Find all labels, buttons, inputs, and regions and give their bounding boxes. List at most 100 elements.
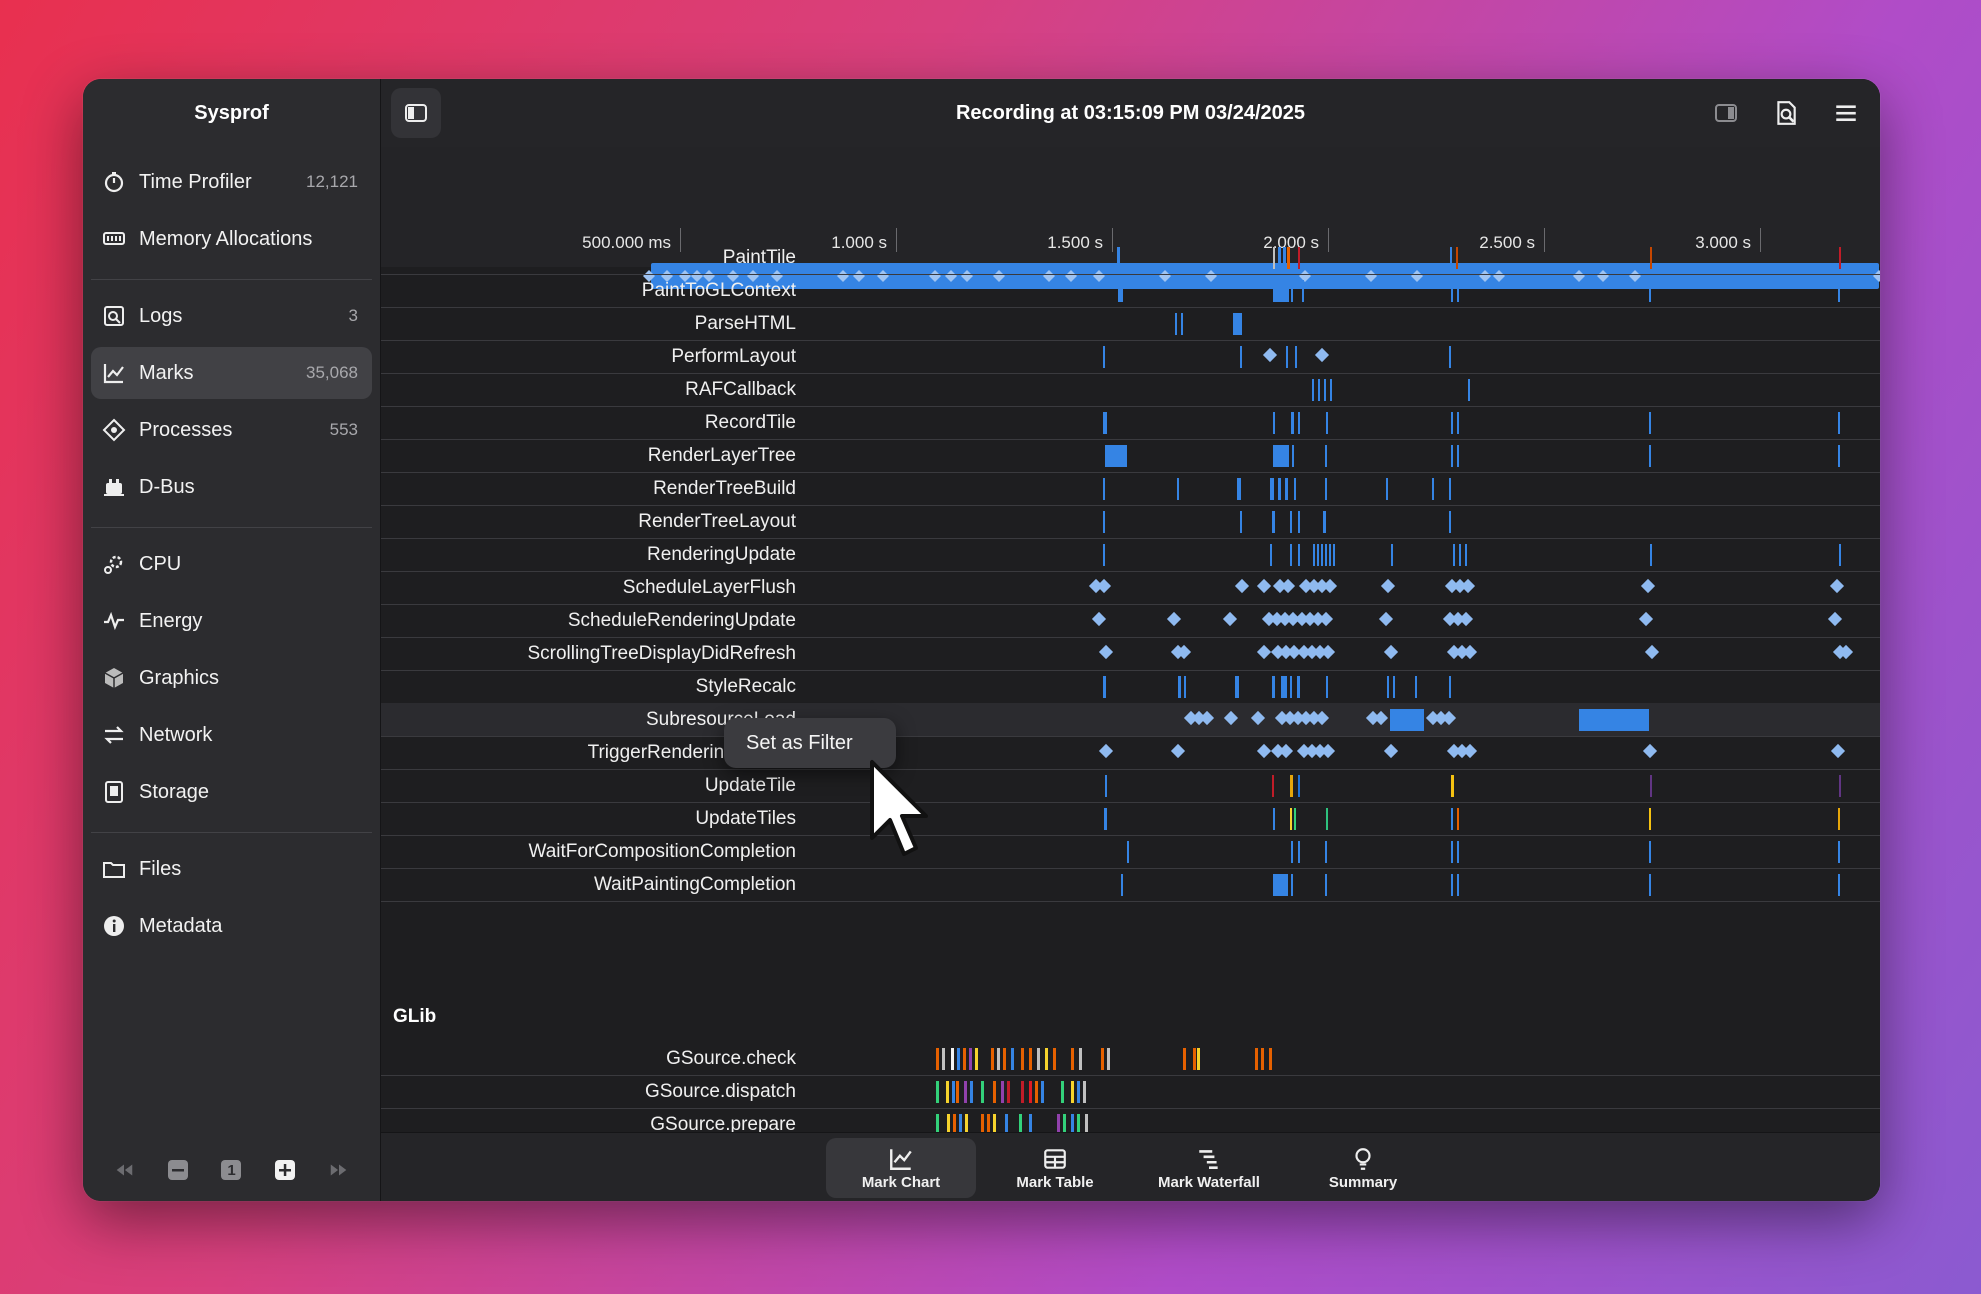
- tab-mark-table[interactable]: Mark Table: [980, 1138, 1130, 1198]
- sidebar-item-time-profiler[interactable]: Time Profiler 12,121: [91, 156, 372, 208]
- sidebar-separator: [91, 832, 372, 833]
- sidebar-item-logs[interactable]: Logs 3: [91, 290, 372, 342]
- sidebar-item-graphics[interactable]: Graphics: [91, 652, 372, 704]
- mark-row-painttoglcontext[interactable]: PaintToGLContext: [381, 274, 1880, 308]
- time-ruler[interactable]: 500.000 ms 1.000 s 1.500 s 2.000 s 2.500…: [381, 147, 1880, 289]
- mark-diamond: [1644, 644, 1660, 660]
- stopwatch-icon: [101, 169, 127, 195]
- mark-row-gsource-dispatch[interactable]: GSource.dispatch: [381, 1075, 1880, 1109]
- sidebar-item-processes[interactable]: Processes 553: [91, 404, 372, 456]
- mark-span: [1269, 1048, 1272, 1070]
- mark-row-subresourceload[interactable]: SubresourceLoad: [381, 703, 1880, 737]
- mark-span: [1103, 544, 1105, 566]
- seek-forward-icon[interactable]: [325, 1156, 353, 1184]
- mark-row-rafcallback[interactable]: RAFCallback: [381, 373, 1880, 407]
- set-as-filter-menu-item[interactable]: Set as Filter: [746, 731, 853, 754]
- sidebar-item-energy[interactable]: Energy: [91, 595, 372, 647]
- mark-span: [963, 1048, 966, 1070]
- mark-row-triggerrenderingupdate[interactable]: TriggerRenderingUpdate: [381, 736, 1880, 770]
- mark-span: [1838, 445, 1840, 467]
- mark-span: [1083, 1081, 1086, 1103]
- mark-row-renderlayertree[interactable]: RenderLayerTree: [381, 439, 1880, 473]
- mark-span: [1839, 247, 1841, 269]
- toggle-sidebar-button[interactable]: [391, 88, 441, 138]
- sidebar-item-metadata[interactable]: Metadata: [91, 900, 372, 952]
- mark-span: [1183, 1048, 1186, 1070]
- mark-row-rendertreebuild[interactable]: RenderTreeBuild: [381, 472, 1880, 506]
- mark-row-stylerecalc[interactable]: StyleRecalc: [381, 670, 1880, 704]
- tab-label: Mark Table: [1016, 1173, 1094, 1191]
- mark-span: [965, 1114, 968, 1136]
- mark-diamond: [1642, 743, 1658, 759]
- mark-row-renderingupdate[interactable]: RenderingUpdate: [381, 538, 1880, 572]
- mark-diamond: [1098, 743, 1114, 759]
- mark-span: [1001, 1081, 1004, 1103]
- mark-row-parsehtml[interactable]: ParseHTML: [381, 307, 1880, 341]
- mark-row-label: RenderTreeLayout: [638, 511, 796, 532]
- ruler-tick-label: 500.000 ms: [582, 233, 671, 252]
- mark-row-scrollingtreedisplaydidrefresh[interactable]: ScrollingTreeDisplayDidRefresh: [381, 637, 1880, 671]
- mark-span: [1290, 676, 1292, 698]
- mark-span: [1037, 1048, 1040, 1070]
- mark-span: [1085, 1114, 1088, 1136]
- mark-diamond: [1250, 710, 1266, 726]
- mark-span: [1103, 676, 1106, 698]
- mark-span: [1057, 1114, 1060, 1136]
- mark-span: [1117, 247, 1120, 269]
- mark-span: [1650, 544, 1652, 566]
- right-panel-toggle-button[interactable]: [1701, 88, 1751, 138]
- mark-span: [1298, 412, 1300, 434]
- mark-span: [1468, 379, 1470, 401]
- mark-span: [1391, 544, 1393, 566]
- mark-row-label: RecordTile: [704, 412, 796, 433]
- mark-span: [1297, 676, 1300, 698]
- sidebar-item-memory-allocations[interactable]: Memory Allocations: [91, 213, 372, 265]
- mark-row-painttile[interactable]: PaintTile: [381, 241, 1880, 275]
- mark-row-schedulerenderingupdate[interactable]: ScheduleRenderingUpdate: [381, 604, 1880, 638]
- tab-mark-waterfall[interactable]: Mark Waterfall: [1134, 1138, 1284, 1198]
- mark-span: [1449, 676, 1451, 698]
- mark-row-gsource-check[interactable]: GSource.check: [381, 1042, 1880, 1076]
- mark-span: [1321, 544, 1323, 566]
- mark-row-schedulelayerflush[interactable]: ScheduleLayerFlush: [381, 571, 1880, 605]
- tab-label: Mark Waterfall: [1158, 1173, 1260, 1191]
- seek-back-icon[interactable]: [110, 1156, 138, 1184]
- mark-span: [1029, 1114, 1032, 1136]
- mark-row-rendertreelayout[interactable]: RenderTreeLayout: [381, 505, 1880, 539]
- mark-span: [1457, 841, 1459, 863]
- mark-span: [1291, 874, 1293, 896]
- view-switcher: Mark Chart Mark Table Mark Waterfall Sum…: [381, 1132, 1880, 1201]
- sidebar-item-cpu[interactable]: CPU: [91, 538, 372, 590]
- sidebar-title: Sysprof: [194, 101, 269, 124]
- mark-row-updatetile[interactable]: UpdateTile: [381, 769, 1880, 803]
- mark-row-performlayout[interactable]: PerformLayout: [381, 340, 1880, 374]
- mark-diamond: [1234, 578, 1250, 594]
- mark-row-waitpaintingcompletion[interactable]: WaitPaintingCompletion: [381, 868, 1880, 902]
- mark-span: [1451, 412, 1453, 434]
- sidebar-item-marks[interactable]: Marks 35,068: [91, 347, 372, 399]
- mark-span: [1325, 544, 1327, 566]
- mark-row-label: PerformLayout: [671, 346, 796, 367]
- sidebar-item-dbus[interactable]: D-Bus: [91, 461, 372, 513]
- mark-span: [1237, 478, 1241, 500]
- document-search-button[interactable]: [1761, 88, 1811, 138]
- mark-span: [936, 1048, 939, 1070]
- mark-row-updatetiles[interactable]: UpdateTiles: [381, 802, 1880, 836]
- tab-mark-chart[interactable]: Mark Chart: [826, 1138, 976, 1198]
- zoom-out-button[interactable]: [164, 1156, 192, 1184]
- mark-span: [1326, 808, 1328, 830]
- zoom-reset-button[interactable]: 1: [217, 1156, 245, 1184]
- sidebar-item-files[interactable]: Files: [91, 843, 372, 895]
- mark-span: [959, 1114, 962, 1136]
- sidebar-item-network[interactable]: Network: [91, 709, 372, 761]
- sidebar-item-count: 553: [329, 420, 358, 439]
- mark-row-label: RenderTreeBuild: [653, 478, 796, 499]
- mark-span: [1270, 478, 1274, 500]
- mark-row-recordtile[interactable]: RecordTile: [381, 406, 1880, 440]
- zoom-in-button[interactable]: [271, 1156, 299, 1184]
- sidebar-item-storage[interactable]: Storage: [91, 766, 372, 818]
- mark-row-waitforcompositioncompletion[interactable]: WaitForCompositionCompletion: [381, 835, 1880, 869]
- main-menu-button[interactable]: [1821, 88, 1871, 138]
- tab-summary[interactable]: Summary: [1288, 1138, 1438, 1198]
- mark-span: [1839, 544, 1841, 566]
